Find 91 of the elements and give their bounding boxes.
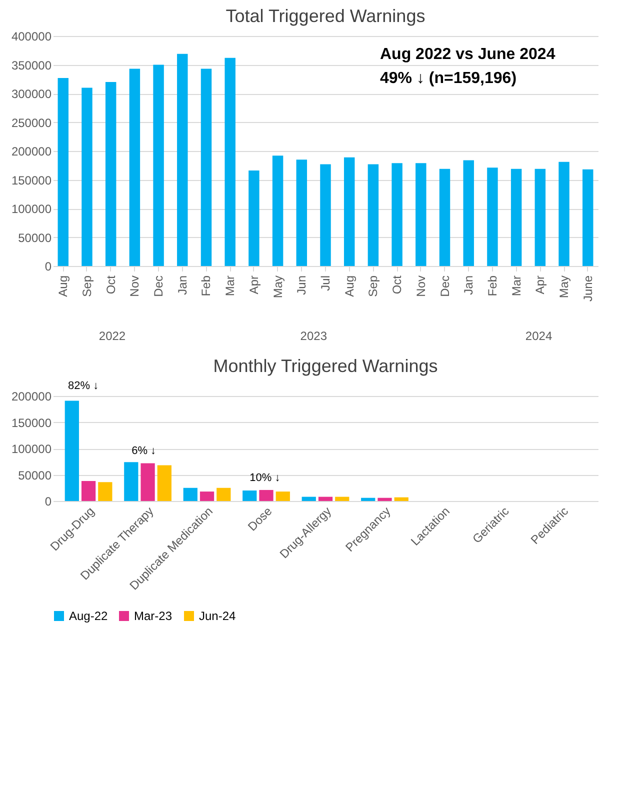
x-tick-label: Jul — [318, 276, 332, 291]
x-tick-label: May — [270, 276, 285, 298]
x-tick-label: Nov — [414, 276, 428, 297]
y-tick-label: 350000 — [11, 58, 52, 72]
bar — [224, 58, 236, 266]
y-tick-label: 200000 — [11, 390, 52, 404]
annotation: Aug 2022 vs June 2024 — [380, 46, 556, 63]
x-tick-label: Sep — [80, 275, 94, 297]
bar — [200, 68, 212, 266]
bar — [534, 168, 546, 266]
x-tick-label: Dec — [438, 276, 452, 297]
text: 2023 — [300, 329, 328, 343]
annotation: 10% ↓ — [250, 472, 280, 484]
bar — [296, 160, 308, 266]
bar — [64, 400, 79, 501]
x-tick-label: May — [557, 276, 572, 298]
chart-title: Total Triggered Warnings — [226, 6, 426, 26]
legend-label: Jun-24 — [199, 609, 236, 623]
x-tick-label: Apr — [246, 276, 261, 294]
x-tick-label: Apr — [533, 276, 548, 294]
bar — [392, 163, 402, 266]
legend-label: Mar-23 — [134, 609, 172, 623]
bar — [272, 156, 284, 266]
bar — [140, 463, 155, 501]
x-tick-label: Aug — [342, 276, 356, 297]
x-tick-label: Sep — [366, 275, 380, 297]
bar — [58, 78, 69, 266]
chart-title: Monthly Triggered Warnings — [213, 356, 438, 376]
annotation: 6% ↓ — [132, 445, 156, 457]
x-tick-label: Mar — [223, 276, 238, 296]
bar — [318, 496, 333, 501]
x-tick-label: Jun — [294, 276, 309, 295]
legend-label: Aug-22 — [69, 609, 108, 623]
x-tick-label: Oct — [390, 274, 404, 294]
bar — [582, 169, 594, 266]
bar — [344, 157, 355, 266]
bar — [510, 168, 522, 266]
y-tick-label: 150000 — [11, 173, 52, 188]
x-tick-label: Dec — [152, 276, 166, 297]
y-tick-label: 50000 — [18, 468, 52, 482]
bar — [276, 492, 290, 501]
bar — [216, 488, 231, 501]
x-tick-label: Oct — [104, 274, 118, 294]
bar — [200, 492, 214, 501]
x-tick-label: Mar — [509, 276, 524, 296]
bar — [177, 54, 188, 266]
bar — [320, 164, 331, 266]
bar — [335, 496, 350, 501]
x-tick-label: June — [580, 275, 595, 302]
bar — [463, 160, 474, 266]
x-tick-label: Jan — [462, 276, 476, 295]
bar — [259, 490, 274, 501]
y-tick-label: 100000 — [11, 202, 52, 216]
y-tick-label: 50000 — [18, 230, 52, 245]
x-tick-label: Feb — [485, 275, 500, 296]
bar — [105, 82, 116, 266]
text: 2024 — [525, 329, 552, 343]
annotation: 49% ↓ (n=159,196) — [380, 70, 517, 87]
bar — [157, 465, 172, 501]
y-tick-label: 0 — [44, 260, 52, 274]
y-tick-label: 200000 — [11, 144, 52, 158]
bar — [487, 168, 498, 266]
bar — [378, 498, 392, 501]
bar — [124, 462, 138, 501]
text: 82% ↓ — [68, 380, 99, 392]
x-tick-label: Nov — [128, 276, 142, 297]
bar — [81, 481, 96, 501]
y-tick-label: 250000 — [11, 116, 52, 130]
text: 2022 — [98, 329, 126, 343]
bar — [183, 488, 198, 501]
bar — [242, 490, 257, 501]
bar — [439, 168, 450, 266]
bar — [82, 88, 92, 266]
x-tick-label: Aug — [56, 276, 70, 297]
y-tick-label: 150000 — [11, 416, 52, 430]
bar — [361, 498, 376, 501]
y-tick-label: 0 — [44, 494, 52, 508]
y-tick-label: 300000 — [11, 87, 52, 101]
bar — [98, 482, 112, 501]
y-tick-label: 100000 — [11, 442, 52, 456]
bar — [153, 64, 164, 266]
bar — [558, 162, 570, 266]
x-tick-label: Feb — [199, 275, 214, 296]
bar — [368, 164, 379, 266]
y-tick-label: 400000 — [11, 30, 52, 44]
bar — [129, 68, 140, 266]
bar — [394, 497, 408, 501]
bar — [302, 496, 316, 501]
bar — [416, 163, 426, 266]
bar — [248, 170, 260, 266]
x-tick-label: Jan — [175, 276, 190, 295]
